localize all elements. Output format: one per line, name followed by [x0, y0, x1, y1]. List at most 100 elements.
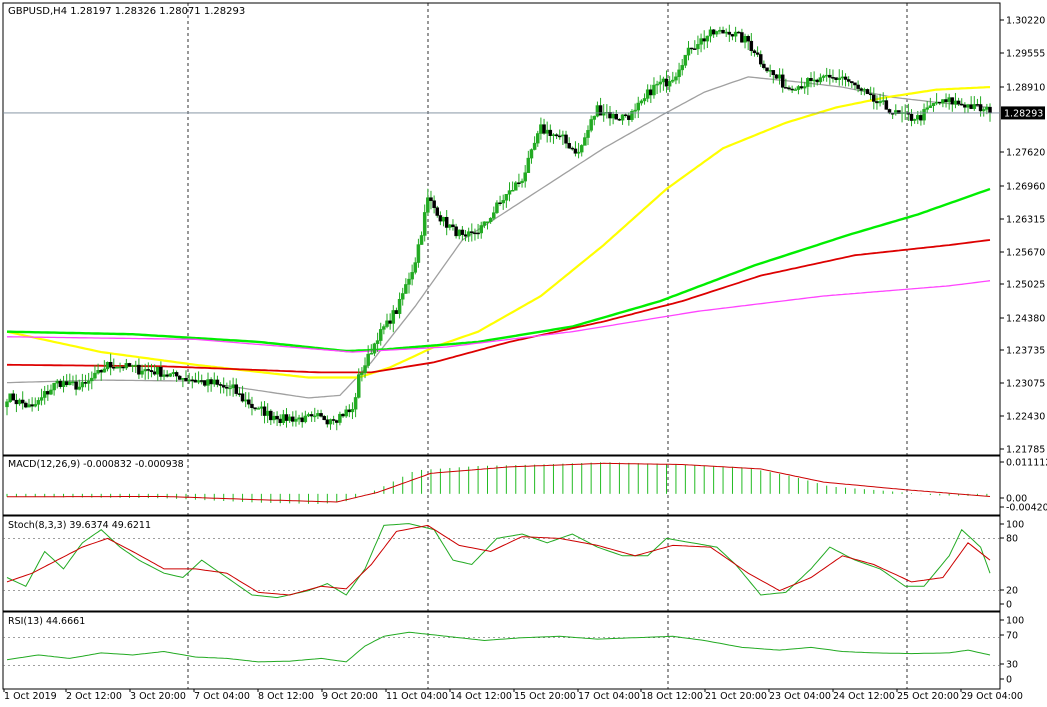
candle	[215, 375, 220, 388]
moving-average-line-3	[7, 239, 991, 374]
candle	[309, 411, 314, 422]
candle-body	[922, 109, 926, 121]
stoch-tick-label: 0	[1006, 600, 1012, 611]
candle-body	[947, 97, 951, 103]
candle-body	[262, 406, 267, 416]
candle	[410, 264, 414, 286]
candle-body	[809, 78, 813, 81]
candle	[686, 41, 691, 61]
candle-body	[8, 393, 12, 402]
candle-body	[667, 81, 672, 87]
macd-pane[interactable]: MACD(12,26,9) -0.000832 -0.000938	[6, 459, 991, 505]
candle	[526, 150, 531, 173]
candle-body	[58, 380, 63, 387]
candle-body	[74, 381, 78, 390]
candle	[240, 385, 245, 403]
price-tick-label: 1.21785	[1006, 445, 1045, 456]
candle-body	[617, 119, 622, 121]
candle-body	[284, 414, 289, 421]
candle-body	[159, 366, 163, 377]
candle-body	[162, 374, 166, 377]
candle-body	[551, 134, 556, 136]
candle	[11, 390, 16, 401]
candle	[363, 357, 367, 379]
candle-body	[206, 379, 210, 386]
time-tick-label: 8 Oct 12:00	[258, 691, 314, 702]
candle-body	[539, 124, 543, 134]
candle-body	[221, 385, 226, 388]
candle-body	[90, 377, 94, 382]
candle	[303, 410, 308, 424]
candle	[818, 73, 823, 85]
candle-body	[177, 375, 182, 380]
price-tick-label: 1.26315	[1006, 215, 1045, 226]
candle-body	[884, 100, 889, 110]
candle	[981, 107, 986, 117]
candle	[39, 388, 44, 406]
candle-body	[93, 372, 97, 379]
candle-body	[686, 47, 691, 56]
candle-body	[385, 320, 389, 327]
candle-body	[548, 129, 553, 136]
candle	[642, 93, 647, 105]
candle	[868, 86, 873, 100]
candle	[108, 353, 113, 376]
candle	[416, 238, 421, 268]
main-price-pane[interactable]	[3, 24, 1000, 431]
candle	[699, 33, 703, 53]
candle	[850, 81, 854, 88]
candle-body	[64, 381, 69, 386]
candle	[793, 87, 798, 91]
candle-body	[237, 393, 242, 395]
candle	[746, 34, 750, 51]
candle	[567, 137, 571, 150]
candle-body	[184, 378, 188, 382]
candle	[570, 146, 575, 151]
candle-body	[627, 115, 631, 120]
candle	[633, 103, 637, 119]
candle-body	[378, 329, 383, 341]
candle-body	[247, 399, 251, 405]
time-tick-label: 23 Oct 04:00	[769, 691, 831, 702]
time-tick-label: 18 Oct 12:00	[641, 691, 703, 702]
candle-body	[865, 89, 870, 95]
stoch-label: Stoch(8,3,3) 39.6374 49.6211	[8, 520, 151, 531]
candle-body	[419, 235, 424, 245]
candle-body	[969, 104, 973, 109]
rsi-pane[interactable]: RSI(13) 44.6661	[3, 616, 1000, 666]
candle-body	[598, 105, 603, 116]
candle-body	[382, 326, 386, 330]
candle-body	[438, 215, 443, 222]
candle-body	[344, 409, 348, 417]
candle	[806, 77, 810, 95]
candle-body	[532, 142, 537, 150]
candle-body	[868, 93, 873, 96]
candle-body	[812, 79, 816, 82]
candle	[715, 30, 719, 37]
candle	[378, 322, 383, 346]
candle	[523, 165, 527, 188]
candle-body	[303, 415, 308, 423]
candle-body	[331, 419, 336, 421]
candle-body	[68, 381, 72, 386]
candle-body	[127, 363, 132, 367]
candle	[218, 382, 223, 394]
candle-body	[297, 417, 301, 420]
candle-body	[300, 417, 304, 423]
candle-body	[649, 89, 653, 96]
candle	[80, 373, 85, 392]
candle	[419, 231, 424, 245]
candle-body	[824, 74, 829, 77]
time-tick-label: 21 Oct 20:00	[705, 691, 767, 702]
candle-body	[768, 70, 772, 72]
candle-body	[291, 416, 295, 422]
candle-body	[360, 372, 364, 375]
candle-body	[806, 78, 810, 87]
stochastic-pane[interactable]: Stoch(8,3,3) 39.6374 49.6211	[3, 520, 1000, 599]
candle	[925, 101, 929, 113]
candle	[658, 75, 662, 93]
candle	[787, 85, 791, 91]
candle-body	[134, 364, 138, 367]
candle-body	[99, 370, 103, 373]
